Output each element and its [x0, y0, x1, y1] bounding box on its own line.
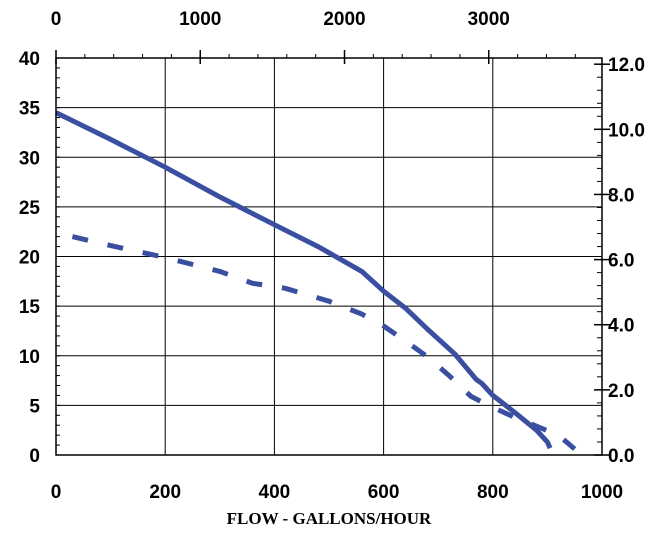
series-lines — [54, 110, 577, 451]
y-tick-label: 25 — [19, 198, 41, 219]
x-tick-label: 800 — [477, 482, 509, 503]
tick-labels: 0 200 400 600 800 1000 0 1000 2000 3000 0 5 10 15 20 25… — [19, 9, 645, 503]
y-tick-label: 15 — [19, 297, 41, 318]
y-right-tick-label: 8.0 — [608, 185, 634, 206]
y-tick-label: 30 — [19, 148, 40, 169]
y-right-tick-label: 0.0 — [608, 446, 634, 467]
x-top-tick-label: 0 — [51, 9, 62, 30]
x-axis-title: FLOW - GALLONS/HOUR — [227, 509, 432, 528]
y-tick-label: 35 — [19, 99, 41, 120]
x-tick-label: 200 — [149, 482, 181, 503]
y-right-tick-label: 2.0 — [608, 381, 634, 402]
x-top-tick-label: 2000 — [323, 9, 365, 30]
y-tick-label: 20 — [19, 248, 40, 269]
x-top-tick-label: 3000 — [468, 9, 510, 30]
x-tick-label: 1000 — [581, 482, 623, 503]
grid-lines — [55, 57, 603, 456]
x-top-tick-label: 1000 — [179, 9, 221, 30]
x-tick-label: 600 — [368, 482, 400, 503]
x-tick-label: 0 — [51, 482, 62, 503]
x-tick-label: 400 — [259, 482, 291, 503]
y-right-tick-label: 10.0 — [608, 120, 645, 141]
y-tick-label: 10 — [19, 347, 40, 368]
y-right-tick-label: 4.0 — [608, 316, 634, 337]
y-right-tick-label: 12.0 — [608, 55, 645, 76]
y-tick-label: 0 — [29, 446, 40, 467]
series-line-solid — [54, 110, 553, 450]
y-tick-label: 40 — [19, 49, 40, 70]
plot-frame — [55, 50, 610, 456]
y-right-tick-label: 6.0 — [608, 251, 634, 272]
y-tick-label: 5 — [29, 396, 40, 417]
series-line-dashed — [71, 234, 577, 451]
